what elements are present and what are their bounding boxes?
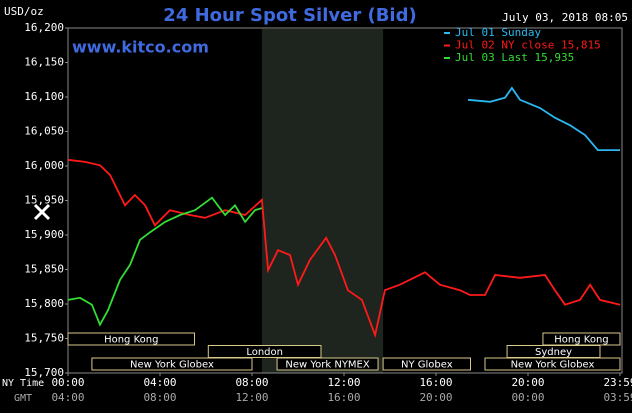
y-unit: USD/oz [4, 5, 44, 18]
legend-label: Jul 02 NY close 15,815 [455, 39, 601, 52]
x-tick-label: 20:00 [511, 376, 544, 389]
session-label: Hong Kong [554, 335, 608, 346]
gmt-tick-label: 16:00 [327, 391, 360, 404]
session-label: New York Globex [130, 360, 214, 371]
x-tick-label: 12:00 [327, 376, 360, 389]
gmt-tick-label: 12:00 [235, 391, 268, 404]
shaded-range [261, 29, 384, 373]
x-tick-label: 23:59 [603, 376, 632, 389]
x-tick-label: 08:00 [235, 376, 268, 389]
chart-title: 24 Hour Spot Silver (Bid) [163, 5, 416, 26]
y-tick-label: 16,000 [24, 159, 64, 172]
gmt-tick-label: 03:59 [603, 391, 632, 404]
y-tick-label: 16,050 [24, 125, 64, 138]
price-line [67, 196, 263, 327]
session-bar [276, 357, 379, 371]
x-row-label: NY Time [2, 378, 44, 389]
y-tick-label: 15,900 [24, 228, 64, 241]
gmt-tick-label: 20:00 [419, 391, 452, 404]
y-tick-label: 16,200 [24, 21, 64, 34]
session-label: Hong Kong [104, 335, 158, 346]
legend-label: Jul 03 Last 15,935 [455, 51, 574, 64]
y-tick-label: 15,950 [24, 194, 64, 207]
y-tick-label: 15,750 [24, 332, 64, 345]
session-label: NY Globex [401, 360, 453, 371]
session-label: New York NYMEX [285, 360, 370, 371]
session-label: Sydney [535, 347, 572, 358]
gmt-tick-label: 08:00 [143, 391, 176, 404]
y-tick-label: 15,700 [24, 366, 64, 379]
gmt-tick-label: 04:00 [51, 391, 84, 404]
price-line [467, 86, 620, 151]
session-bar [67, 332, 195, 346]
y-tick-label: 16,100 [24, 90, 64, 103]
y-tick-label: 16,150 [24, 56, 64, 69]
session-bar [91, 357, 253, 371]
session-bar [207, 345, 322, 358]
x-tick-label: 04:00 [143, 376, 176, 389]
close-icon[interactable] [33, 203, 51, 221]
session-bar [382, 357, 472, 371]
x-tick-label: 00:00 [51, 376, 84, 389]
price-line [67, 158, 621, 339]
gmt-tick-label: 00:00 [511, 391, 544, 404]
site-label: www.kitco.com [72, 38, 209, 57]
session-bar [484, 357, 621, 371]
y-tick-label: 15,850 [24, 263, 64, 276]
x-row-label: GMT [14, 393, 32, 404]
legend-label: Jul 01 Sunday [455, 26, 541, 39]
y-tick-label: 15,800 [24, 297, 64, 310]
session-label: New York Globex [511, 360, 595, 371]
timestamp: July 03, 2018 08:05 [502, 11, 628, 24]
x-tick-label: 16:00 [419, 376, 452, 389]
session-label: London [246, 347, 283, 358]
